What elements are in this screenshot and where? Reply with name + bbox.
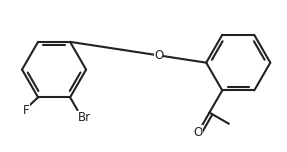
Text: O: O <box>194 126 203 138</box>
Text: Br: Br <box>77 111 91 124</box>
Text: O: O <box>154 49 163 62</box>
Text: F: F <box>23 104 30 117</box>
